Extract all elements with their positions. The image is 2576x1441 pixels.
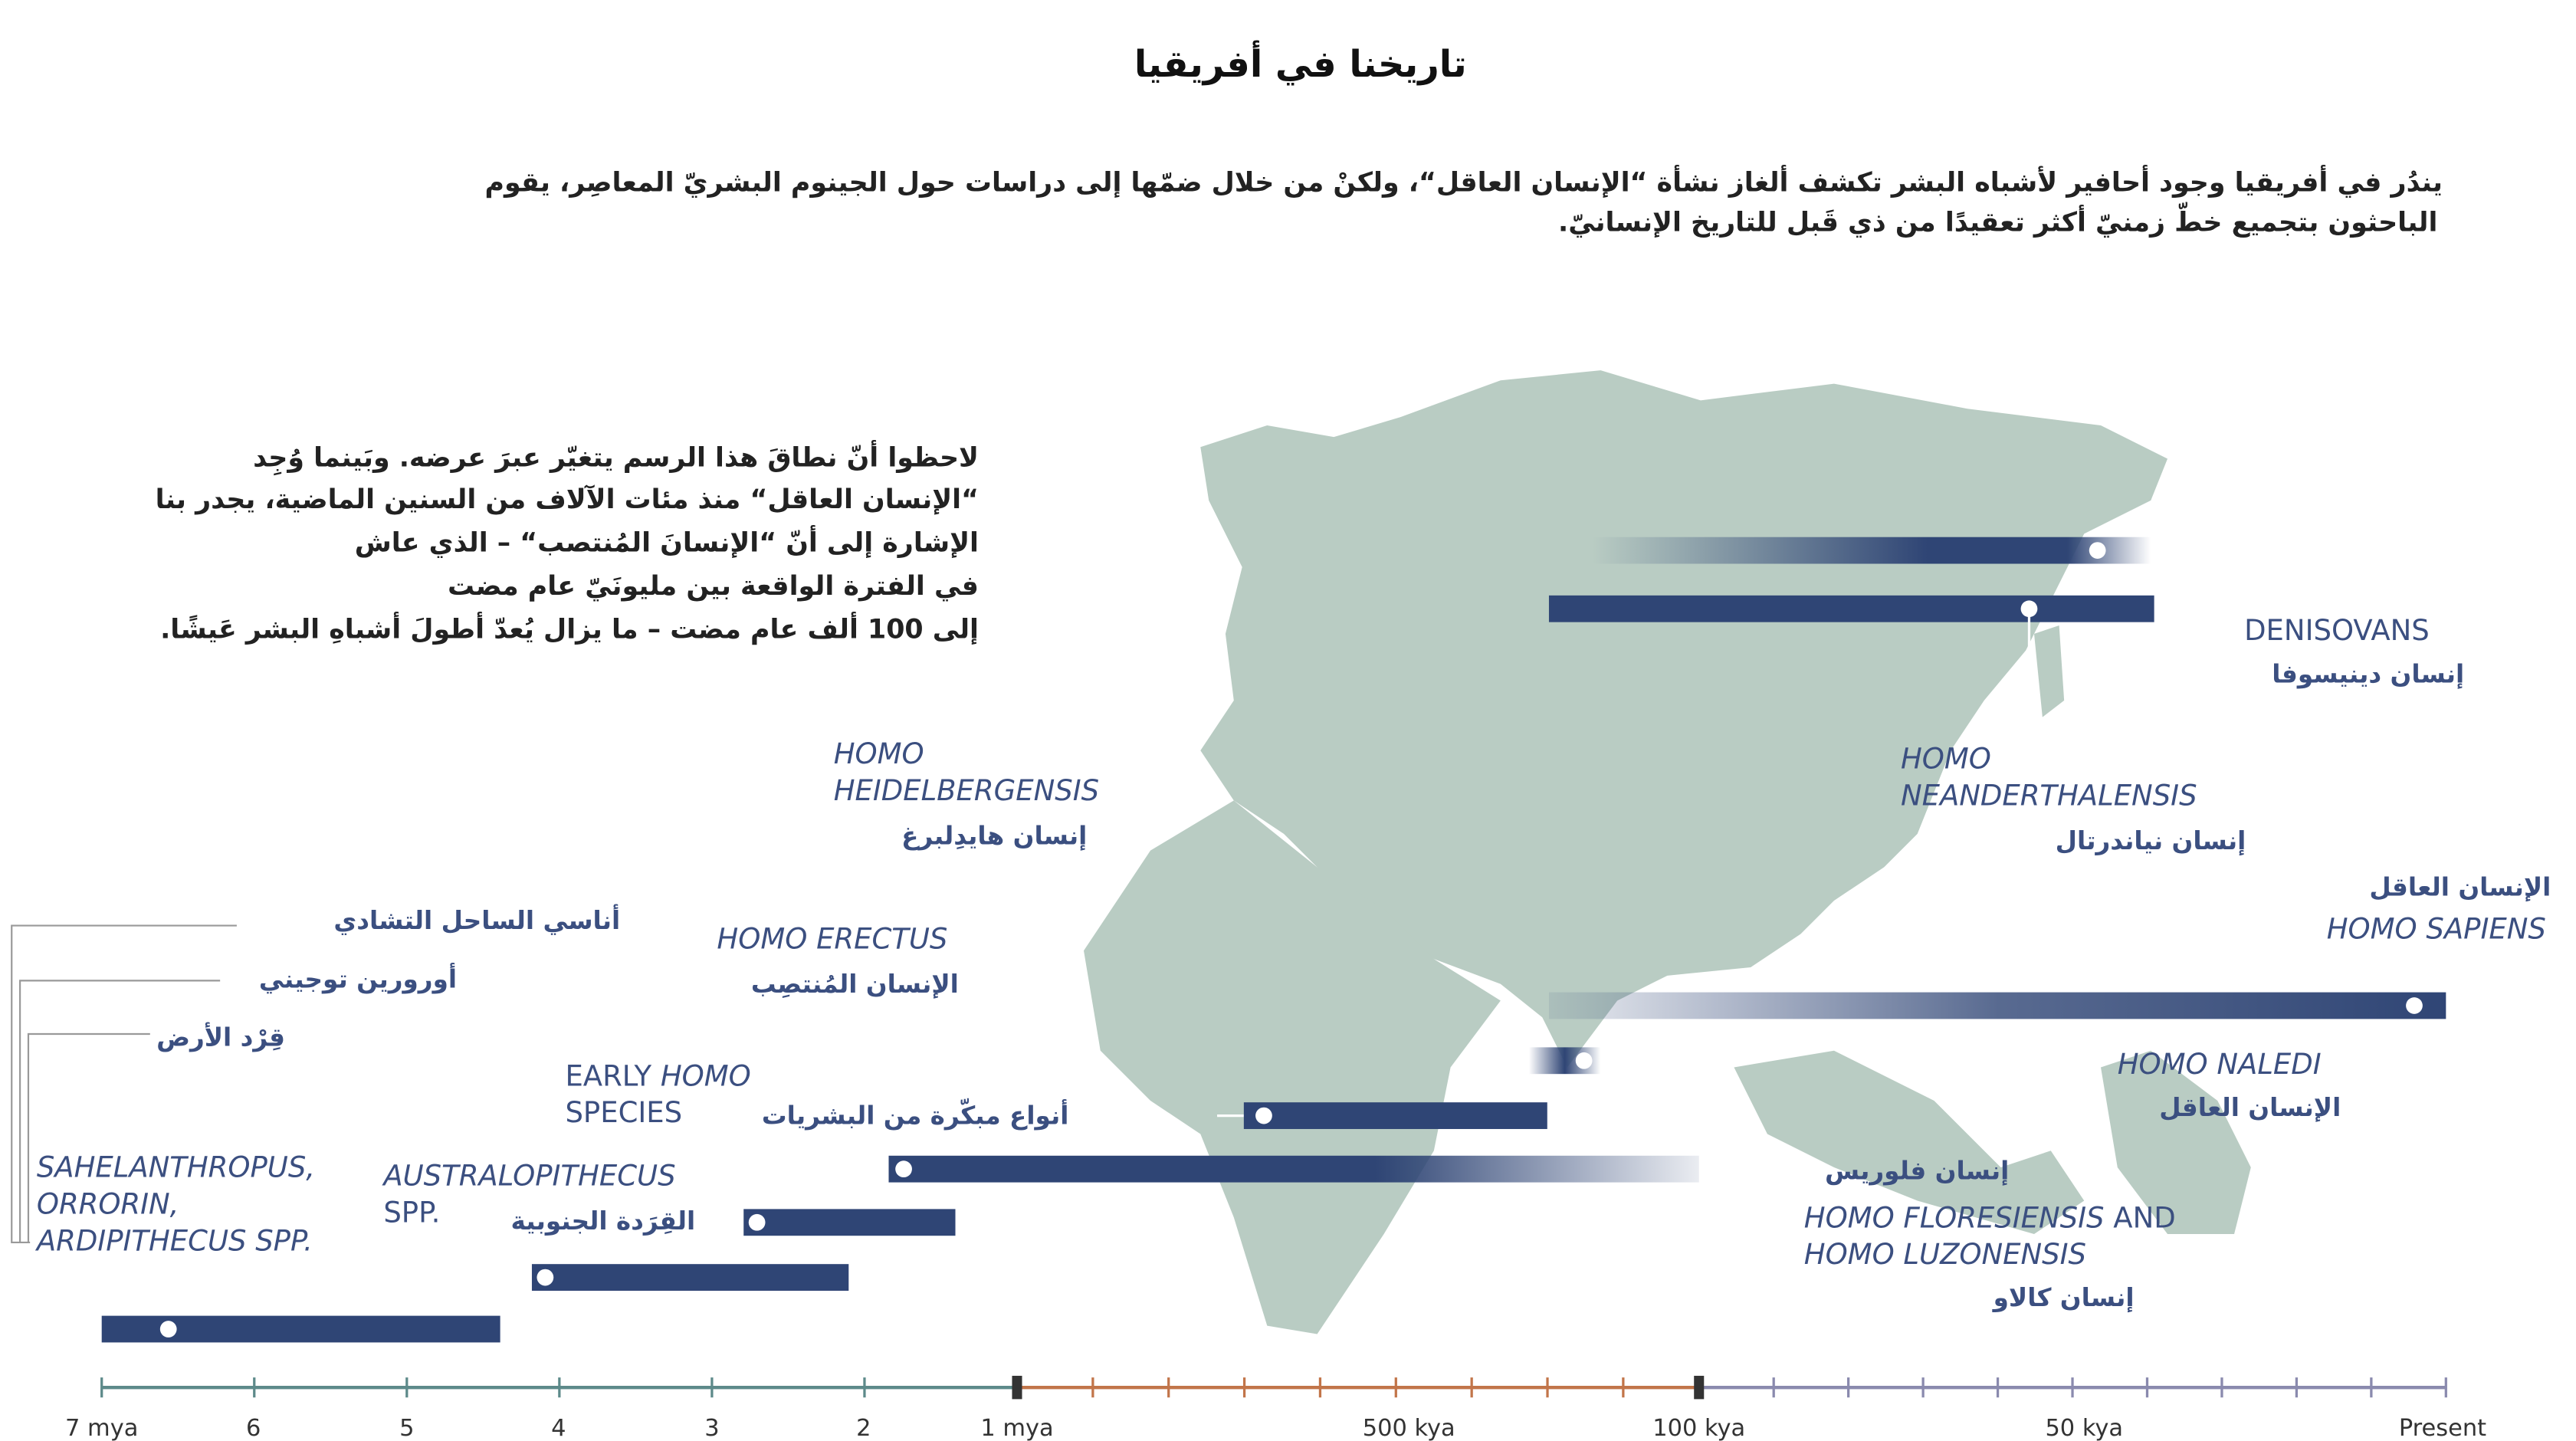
intro-line: الباحثون بتجميع خطّ زمنيّ أكثر تعقيدًا م… [1558, 202, 2437, 238]
label-ar: إنسان فلوريس [1825, 1157, 2009, 1187]
label-en: HOMO [1901, 743, 1991, 776]
intro-line: يندُر في أفريقيا وجود أحافير لأشباه البش… [484, 165, 2442, 199]
label-part: EARLY [565, 1059, 651, 1092]
label-ar: أناسي الساحل التشادي [333, 904, 620, 935]
label-en: AUSTRALOPITHECUS [382, 1160, 675, 1193]
bar [1548, 595, 2154, 622]
label-en: HEIDELBERGENSIS [834, 774, 1099, 807]
note-line: الإشارة إلى أنّ “الإنسانَ المُنتصب“ – ال… [355, 524, 979, 558]
axis-label: 4 [551, 1415, 566, 1441]
label-en: HOMO FLORESIENSIS AND [1804, 1201, 2176, 1234]
label-en: SPP. [383, 1196, 440, 1229]
label-part: HOMO FLORESIENSIS [1804, 1201, 2105, 1234]
label-en: SPECIES [565, 1096, 682, 1129]
axis-label: 50 kya [2045, 1415, 2123, 1441]
label-ar: إنسان نياندرتال [2056, 826, 2246, 856]
label-ar: الإنسان العاقل [2369, 873, 2551, 902]
label-en: HOMO SAPIENS [2327, 913, 2546, 946]
note-line: لاحظوا أنّ نطاقَ هذا الرسم يتغيّر عبرَ ع… [253, 439, 979, 475]
note-line: “الإنسان العاقل“ منذ مئات الآلاف من السن… [156, 484, 979, 515]
label-en: ORRORIN, [37, 1188, 179, 1221]
segment-break [1694, 1375, 1705, 1400]
axis: 7 mya 6 5 4 3 2 1 mya 500 kya 100 kya 50 kya Prese… [65, 1375, 2486, 1441]
bars [101, 537, 2446, 1343]
bar [888, 1155, 1699, 1183]
label-part: HOMO [661, 1059, 751, 1092]
bar [1243, 1102, 1547, 1129]
segment-break [1012, 1375, 1022, 1400]
bar [743, 1209, 956, 1236]
note-line: في الفترة الواقعة بين مليونَيّ عام مضت [448, 571, 979, 602]
label-en: HOMO LUZONENSIS [1804, 1238, 2086, 1271]
label-en: DENISOVANS [2244, 614, 2430, 647]
label-part: AND [2113, 1201, 2175, 1234]
label-ar: أنواع مبكّرة من البشريات [762, 1098, 1069, 1131]
bar [1548, 992, 2446, 1019]
label-en: NEANDERTHALENSIS [1901, 780, 2197, 812]
note-line: إلى 100 ألف عام مضت – ما يزال يُعدّ أطول… [160, 612, 979, 645]
label-en: HOMO NALEDI [2118, 1048, 2322, 1081]
label-ar: أورورين توجيني [259, 962, 457, 994]
axis-label: 5 [399, 1415, 414, 1441]
label-en: ARDIPITHECUS SPP. [35, 1224, 313, 1257]
labels: DENISOVANS إنسان دينيسوفا HOMO NEANDERTH… [35, 614, 2551, 1313]
title: تاريخنا في أفريقيا [1134, 40, 1467, 86]
axis-label: 6 [246, 1415, 261, 1441]
label-ar: إنسان دينيسوفا [2272, 659, 2464, 689]
label-en: HOMO [834, 737, 924, 770]
brackets [11, 924, 237, 1243]
label-en: EARLY HOMO [565, 1059, 750, 1092]
bar [1592, 537, 2151, 564]
axis-label: 1 mya [980, 1415, 1053, 1441]
axis-label: 500 kya [1363, 1415, 1455, 1441]
label-ar: قِرْد الأرض [156, 1022, 285, 1052]
note: لاحظوا أنّ نطاقَ هذا الرسم يتغيّر عبرَ ع… [156, 439, 979, 645]
label-ar: القِرَدة الجنوبية [510, 1206, 695, 1236]
axis-label: 7 mya [65, 1415, 138, 1441]
axis-label: 3 [704, 1415, 719, 1441]
label-en: HOMO ERECTUS [717, 923, 947, 956]
label-ar: إنسان كالاو [1992, 1283, 2135, 1313]
label-en: SAHELANTHROPUS, [37, 1151, 315, 1184]
bar [531, 1264, 849, 1291]
axis-label: Present [2399, 1415, 2486, 1441]
label-ar: الإنسان المُنتصِب [751, 970, 959, 999]
dots [159, 542, 2423, 1338]
label-ar: إنسان هايدِلبرغ [901, 821, 1087, 851]
label-ar: الإنسان العاقل [2159, 1093, 2341, 1122]
axis-label: 2 [856, 1415, 871, 1441]
axis-label: 100 kya [1652, 1415, 1745, 1441]
